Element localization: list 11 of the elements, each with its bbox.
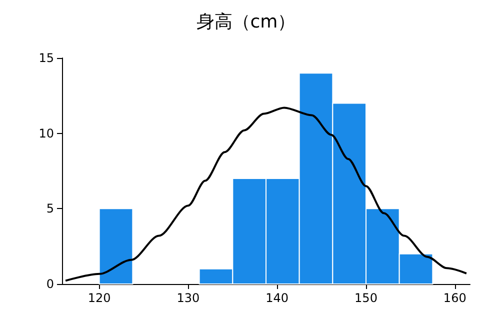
x-tick-label: 130 <box>176 291 200 305</box>
y-tick-label: 0 <box>46 277 54 291</box>
x-tick-label: 150 <box>354 291 378 305</box>
line-series <box>64 106 468 282</box>
x-tick-label: 140 <box>266 291 289 305</box>
chart-title: 身高（cm） <box>196 12 296 32</box>
y-tick-label: 5 <box>46 202 54 216</box>
y-tick-label: 10 <box>38 126 54 140</box>
x-tick-label: 160 <box>443 291 466 305</box>
y-tick-label: 15 <box>38 51 54 65</box>
x-tick-label: 120 <box>88 291 111 305</box>
